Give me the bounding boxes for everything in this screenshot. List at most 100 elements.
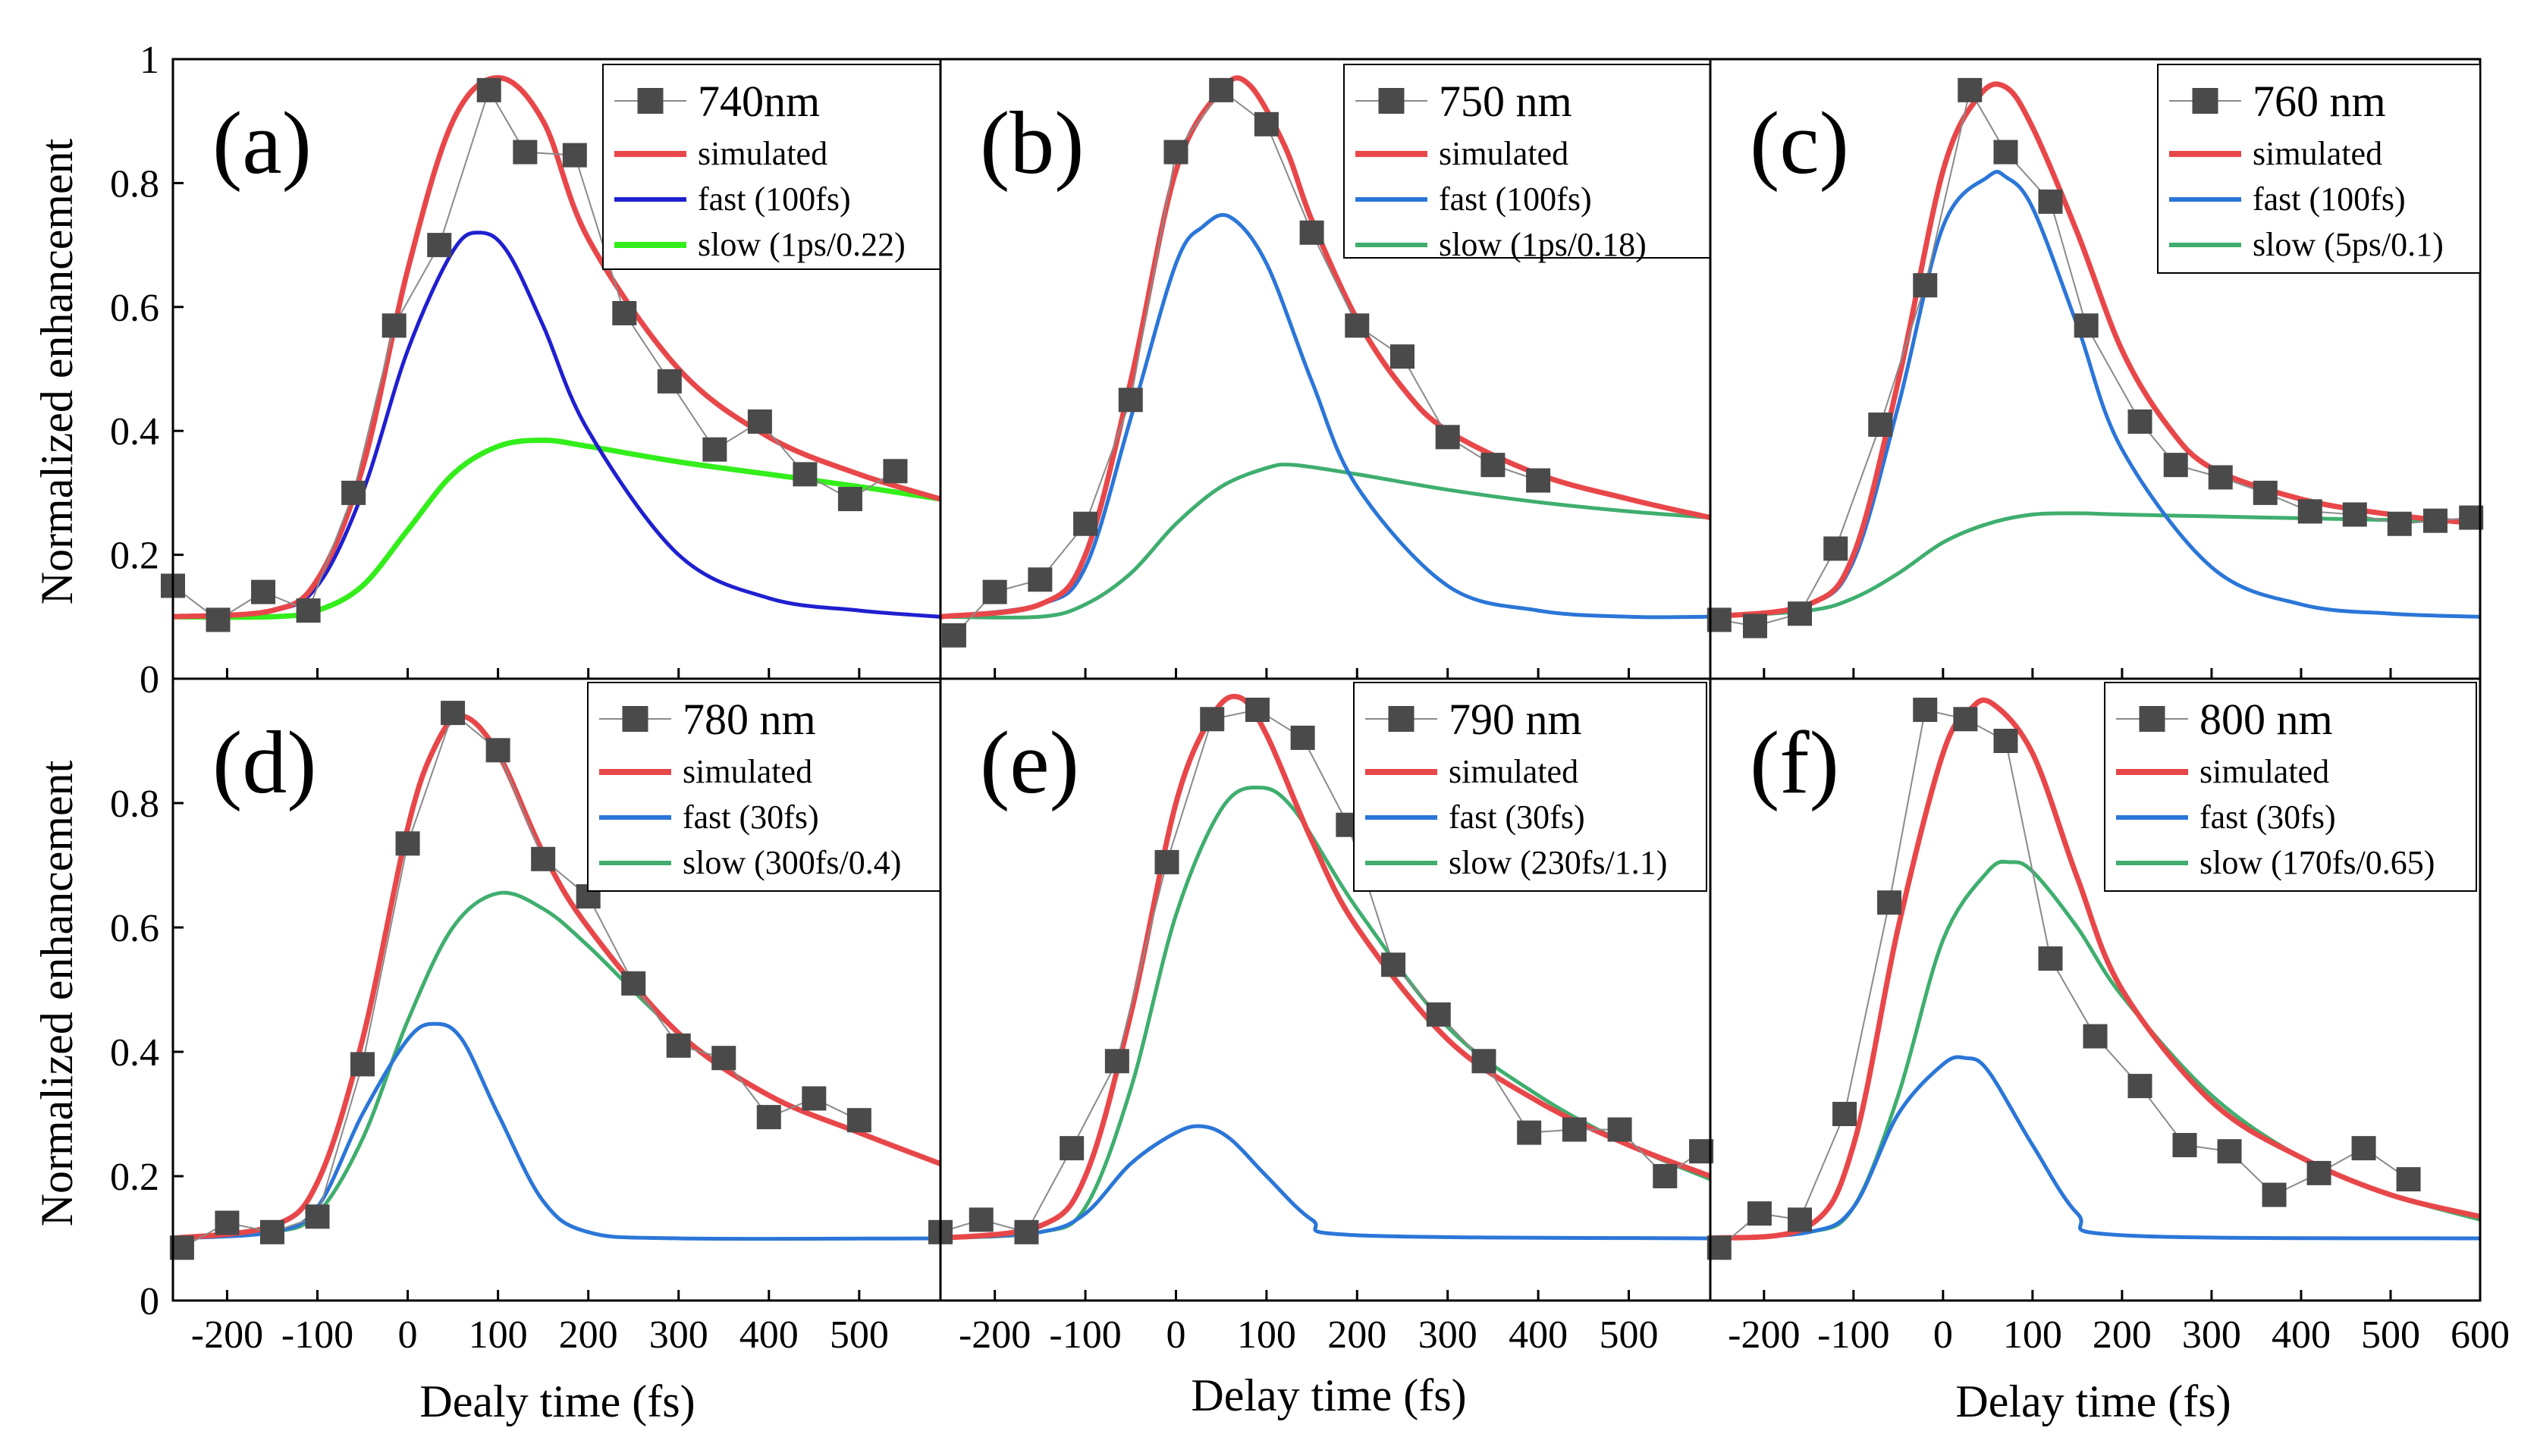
data-point <box>531 846 556 871</box>
data-point <box>1073 511 1098 536</box>
data-point <box>1913 698 1938 722</box>
data-line <box>181 711 860 1249</box>
data-point <box>969 1207 994 1232</box>
ytick-label: 0.4 <box>110 410 159 453</box>
data-point <box>1953 707 1978 732</box>
data-point <box>2038 946 2063 971</box>
data-point <box>2387 511 2412 536</box>
xtick-label: 500 <box>1600 1313 1659 1357</box>
data-point <box>485 738 510 763</box>
xtick-label: 0 <box>398 1313 418 1357</box>
data-point <box>1390 344 1415 369</box>
panel-letter: (c) <box>1750 93 1849 193</box>
ytick-label: 0.6 <box>110 287 159 330</box>
legend-data-label: 760 nm <box>2253 77 2386 126</box>
data-point <box>711 1046 736 1071</box>
ytick-label: 0.2 <box>110 535 159 578</box>
data-point <box>2172 1133 2197 1157</box>
data-point <box>562 143 587 168</box>
data-point <box>1299 220 1324 245</box>
data-point <box>1747 1201 1772 1226</box>
legend-data-marker <box>622 706 648 732</box>
data-point <box>1788 601 1813 626</box>
data-point <box>1653 1164 1678 1188</box>
data-point <box>1993 729 2018 753</box>
curve-slow <box>940 785 1710 1241</box>
data-point <box>296 598 321 623</box>
legend-slow-label: slow (300fs/0.4) <box>683 844 901 881</box>
data-point <box>2262 1182 2287 1207</box>
curve-simulated <box>1710 697 2480 1241</box>
legend-data-marker <box>2192 88 2218 114</box>
xtick-label: 200 <box>1327 1313 1386 1357</box>
data-point <box>1868 413 1893 438</box>
data-point <box>1104 1049 1129 1074</box>
legend-slow-label: slow (170fs/0.65) <box>2199 844 2435 881</box>
data-point <box>441 701 466 726</box>
xtick-label: 300 <box>2182 1313 2241 1357</box>
legend-fast-label: fast (100fs) <box>1439 180 1592 218</box>
legend-data-marker <box>1378 88 1405 114</box>
panel-letter: (e) <box>980 713 1079 812</box>
ylabel-top: Normalized enhancement <box>32 138 82 604</box>
data-point <box>1993 140 2018 165</box>
legend-data-label: 750 nm <box>1439 77 1572 126</box>
xtick-label: 200 <box>2093 1313 2152 1357</box>
xtick-label: 400 <box>739 1313 799 1357</box>
data-point <box>427 233 452 258</box>
curve-fast <box>1710 1055 2480 1241</box>
data-point <box>1877 890 1902 915</box>
panel-letter: (b) <box>980 93 1085 193</box>
xtick-label: -200 <box>1728 1313 1800 1357</box>
xtick-label: 100 <box>469 1313 528 1357</box>
xtick-label: 300 <box>1418 1313 1477 1357</box>
data-point <box>2306 1160 2331 1185</box>
xtick-label: -200 <box>191 1313 263 1357</box>
data-point <box>2217 1139 2242 1164</box>
xlabel-right: Delay time (fs) <box>1955 1376 2231 1426</box>
plot-layer: 0 0.2 0.4 0.6 0.8 1 (a) 740nm simulated fast (100… <box>110 39 2510 1357</box>
legend-simulated-label: simulated <box>698 135 827 172</box>
legend: 760 nm simulated fast (100fs) slow (5ps/0.1… <box>2157 64 2481 274</box>
data-point <box>1028 567 1053 592</box>
curve-simulated <box>173 713 940 1241</box>
data-point <box>2422 508 2448 533</box>
data-point <box>381 313 407 338</box>
xtick-label: 600 <box>2451 1313 2510 1357</box>
data-point <box>1526 468 1551 493</box>
data-point <box>1743 613 1768 639</box>
plot-frame <box>1709 677 2482 1302</box>
ylabel-bottom: Normalized enhancement <box>32 760 82 1226</box>
data-point <box>1562 1117 1587 1142</box>
panel-letter: (a) <box>212 93 312 193</box>
data-point <box>666 1033 691 1058</box>
xtick-label: 400 <box>2272 1313 2331 1357</box>
legend-fast-label: fast (100fs) <box>698 180 851 218</box>
panel-d: 0 0.2 0.4 0.6 0.8 -200 -100 0 100 200 300 400 500 (d)… <box>110 677 942 1357</box>
panel-letter: (d) <box>212 713 317 812</box>
curve-fast <box>940 212 1710 620</box>
data-point <box>2208 465 2233 490</box>
data-point <box>612 300 637 325</box>
data-point <box>1163 140 1188 165</box>
ytick-label: 0 <box>140 658 159 701</box>
data-point <box>2396 1167 2421 1192</box>
legend-data-marker <box>2139 706 2165 732</box>
legend-simulated-label: simulated <box>2253 135 2382 172</box>
data-point <box>1832 1102 1857 1126</box>
legend-box <box>1343 64 1711 259</box>
data-point <box>793 462 818 487</box>
xtick-label: 400 <box>1509 1313 1568 1357</box>
curve-fast <box>173 231 940 619</box>
data-point <box>395 831 420 856</box>
data-point <box>476 77 501 102</box>
panel-letter: (f) <box>1750 713 1839 812</box>
data-point <box>2351 1136 2376 1161</box>
data-point <box>1209 77 1234 102</box>
data-point <box>305 1204 330 1229</box>
legend-simulated-label: simulated <box>1449 753 1578 790</box>
ytick-label: 0.6 <box>110 907 159 950</box>
data-point <box>1913 273 1938 298</box>
xtick-label: -100 <box>1817 1313 1889 1357</box>
